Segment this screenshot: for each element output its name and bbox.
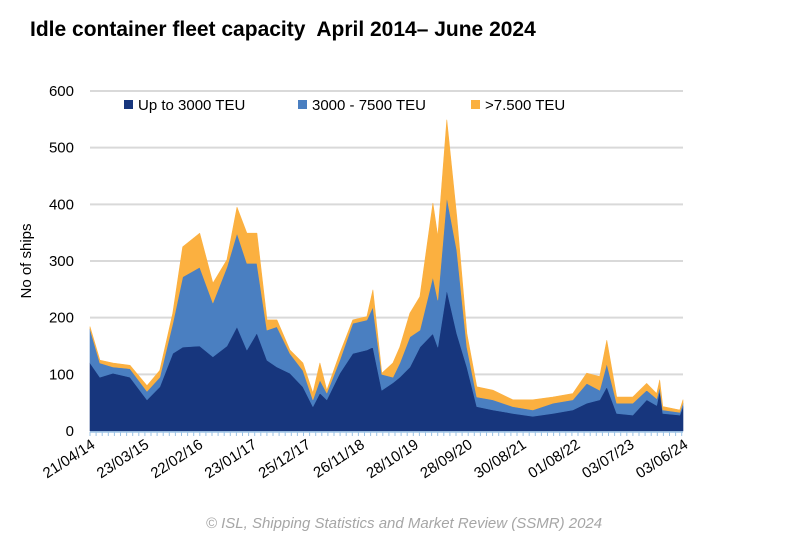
- x-tick-label: 22/02/16: [148, 436, 206, 482]
- y-axis-label: No of ships: [18, 223, 35, 298]
- legend-label: 3000 - 7500 TEU: [312, 97, 426, 114]
- y-tick-label: 600: [49, 83, 74, 100]
- y-tick-label: 100: [49, 366, 74, 383]
- legend-swatch: [471, 100, 480, 109]
- legend-label: Up to 3000 TEU: [138, 97, 245, 114]
- area-series-3: [89, 119, 684, 413]
- legend-swatch: [298, 100, 307, 109]
- x-tick-label: 23/01/17: [202, 436, 260, 482]
- x-tick-label: 03/07/23: [579, 436, 637, 482]
- x-tick-label: 01/08/22: [525, 436, 583, 482]
- legend-label: >7.500 TEU: [485, 97, 565, 114]
- legend-swatch: [124, 100, 133, 109]
- x-tick-label: 28/10/19: [363, 436, 421, 482]
- copyright-footer: © ISL, Shipping Statistics and Market Re…: [205, 515, 603, 532]
- x-tick-label: 23/03/15: [94, 436, 152, 482]
- chart-title: Idle container fleet capacity April 2014…: [30, 18, 536, 41]
- x-tick-label: 26/11/18: [310, 436, 367, 481]
- y-tick-label: 400: [49, 196, 74, 213]
- x-tick-label: 21/04/14: [40, 436, 98, 482]
- y-tick-label: 300: [49, 253, 74, 270]
- y-tick-label: 200: [49, 310, 74, 327]
- x-tick-label: 25/12/17: [256, 436, 314, 482]
- x-tick-label: 28/09/20: [417, 436, 475, 482]
- y-tick-label: 500: [49, 140, 74, 157]
- y-tick-label: 0: [66, 423, 74, 440]
- x-tick-label: 03/06/24: [633, 436, 691, 482]
- x-tick-label: 30/08/21: [471, 436, 529, 482]
